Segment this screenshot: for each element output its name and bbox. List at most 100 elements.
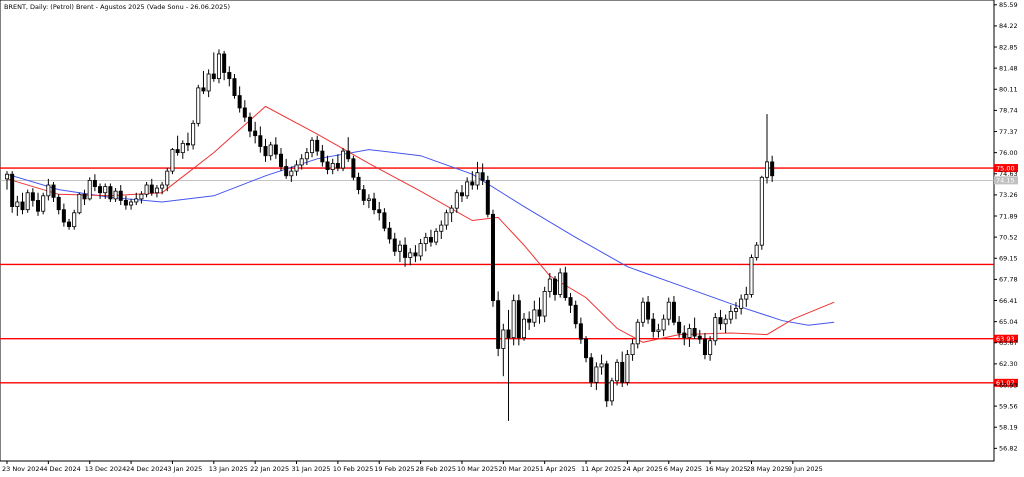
candle <box>41 192 46 215</box>
candle <box>578 317 583 344</box>
candle <box>25 189 30 213</box>
candle <box>10 171 15 213</box>
level-label: 75.00 <box>996 164 1015 172</box>
bearish-candle-body <box>490 213 495 302</box>
candle <box>723 314 728 334</box>
candle <box>625 349 630 386</box>
bullish-candle-body <box>196 87 201 124</box>
bullish-candle-body <box>764 161 769 178</box>
candle <box>30 188 35 207</box>
candle <box>537 297 542 324</box>
y-tick-label: 84.22 <box>999 22 1018 30</box>
x-tick-label: 19 Feb 2025 <box>374 465 414 473</box>
bearish-candle-body <box>253 130 258 137</box>
bullish-candle-body <box>615 361 620 382</box>
x-axis: 23 Nov 2024 4 Dec 2024 13 Dec 2024 24 Dec 2… <box>2 461 823 473</box>
bearish-candle-body <box>149 184 154 194</box>
candle <box>754 242 759 261</box>
bullish-candle-body <box>728 311 733 320</box>
x-tick-label: 6 May 2025 <box>664 465 702 473</box>
y-tick-label: 67.78 <box>999 276 1018 284</box>
x-tick-label: 10 Mar 2025 <box>457 465 498 473</box>
bearish-candle-body <box>578 323 583 340</box>
bearish-candle-body <box>485 179 490 215</box>
bullish-candle-body <box>330 163 335 170</box>
candle <box>454 189 459 213</box>
bullish-candle-body <box>165 170 170 186</box>
bullish-candle-body <box>341 150 346 169</box>
bearish-candle-body <box>263 146 268 157</box>
y-tick-label: 63.67 <box>999 339 1018 347</box>
candle <box>263 138 268 162</box>
candle <box>180 140 185 159</box>
bullish-candle-body <box>180 142 185 154</box>
bullish-candle-body <box>170 149 175 172</box>
bearish-candle-body <box>563 272 568 298</box>
bullish-candle-body <box>289 170 294 177</box>
candle <box>444 209 449 230</box>
x-tick-label: 20 Mar 2025 <box>498 465 539 473</box>
y-tick-label: 62.30 <box>999 360 1018 368</box>
x-tick-label: 22 Jan 2025 <box>250 465 289 473</box>
y-tick-label: 70.52 <box>999 233 1018 241</box>
current-price-badge <box>994 176 1018 185</box>
candle <box>547 272 552 298</box>
bullish-candle-body <box>625 354 630 383</box>
bullish-candle-body <box>739 298 744 309</box>
candle <box>480 163 485 186</box>
bearish-candle-body <box>242 107 247 118</box>
x-tick-label: 3 Jan 2025 <box>167 465 202 473</box>
bullish-candle-body <box>72 212 77 228</box>
bullish-candle-body <box>454 192 459 209</box>
bullish-candle-body <box>366 198 371 201</box>
bearish-candle-body <box>123 200 128 206</box>
x-tick-label: 16 May 2025 <box>705 465 747 473</box>
candle <box>310 137 315 158</box>
bullish-candle-body <box>144 184 149 195</box>
x-tick-label: 9 Jun 2025 <box>788 465 823 473</box>
x-tick-label: 4 Dec 2024 <box>43 465 80 473</box>
bearish-candle-body <box>459 192 464 197</box>
candle <box>253 121 258 144</box>
candle <box>749 254 754 298</box>
candle <box>92 174 97 192</box>
candle <box>227 66 232 87</box>
bullish-candle-body <box>733 307 738 312</box>
candle <box>149 178 154 196</box>
candle <box>134 192 139 206</box>
bearish-candle-body <box>258 135 263 147</box>
x-tick-label: 28 Feb 2025 <box>416 465 456 473</box>
candle <box>77 192 82 215</box>
bullish-candle-body <box>408 252 413 258</box>
candle <box>553 275 558 301</box>
bullish-candle-body <box>160 184 165 189</box>
candle <box>470 171 475 190</box>
candle <box>206 69 211 98</box>
bullish-candle-body <box>439 224 444 232</box>
bearish-candle-body <box>232 78 237 96</box>
bearish-candle-body <box>428 237 433 243</box>
bullish-candle-body <box>687 328 692 339</box>
candle <box>589 353 594 387</box>
bearish-candle-body <box>222 53 227 73</box>
candle <box>82 189 87 206</box>
bullish-candle-body <box>113 190 118 200</box>
plot-area <box>0 0 995 462</box>
candle <box>496 291 501 357</box>
level-badge <box>994 334 1018 343</box>
bearish-candle-body <box>470 181 475 186</box>
candle <box>428 229 433 247</box>
bearish-candle-body <box>682 332 687 339</box>
candle <box>403 237 408 267</box>
y-tick-label: 74.63 <box>999 170 1018 178</box>
bearish-candle-body <box>118 190 123 201</box>
candle <box>237 86 242 113</box>
candle <box>527 311 532 330</box>
bullish-candle-body <box>139 193 144 200</box>
bullish-candle-body <box>749 257 754 295</box>
candle <box>418 238 423 261</box>
candle <box>67 218 72 230</box>
y-tick-label: 76.00 <box>999 149 1018 157</box>
bearish-candle-body <box>175 149 180 154</box>
bearish-candle-body <box>61 209 66 223</box>
